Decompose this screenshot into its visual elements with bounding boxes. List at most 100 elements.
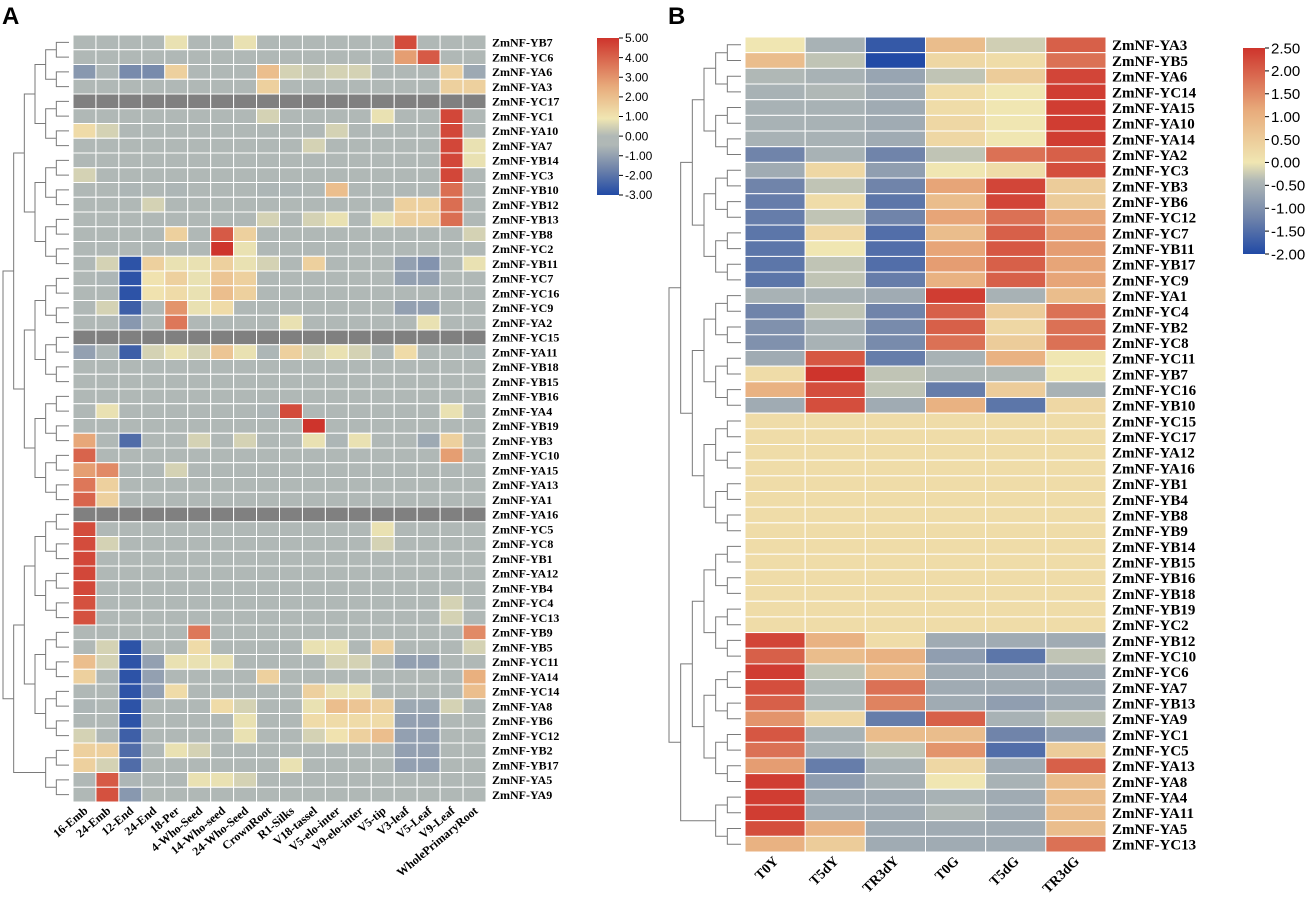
heatmap-cell [118, 270, 143, 287]
heatmap-cell [210, 329, 235, 346]
heatmap-cell [864, 130, 927, 148]
heatmap-cell [462, 359, 487, 375]
row-label: ZmNF-YC7 [1112, 226, 1189, 242]
heatmap-cell [347, 359, 372, 375]
heatmap-cell [118, 477, 143, 493]
heatmap-cell [1045, 83, 1107, 101]
heatmap-cell [439, 550, 464, 567]
row-label: ZmNF-YC14 [492, 685, 559, 699]
heatmap-cell [95, 285, 120, 301]
heatmap-cell [210, 757, 235, 773]
heatmap-cell [324, 388, 349, 405]
heatmap-cell [187, 93, 212, 110]
heatmap-cell [301, 359, 326, 375]
heatmap-cell [864, 114, 927, 132]
heatmap-cell [118, 329, 143, 346]
heatmap-cell [210, 772, 235, 788]
heatmap-cell [347, 683, 372, 700]
heatmap-cell [301, 34, 326, 51]
heatmap-cell [864, 365, 927, 383]
row-label: ZmNF-YC15 [492, 331, 559, 345]
heatmap-cell [744, 757, 806, 775]
heatmap-cell [370, 418, 395, 434]
heatmap-cell [72, 418, 97, 434]
heatmap-cell [1045, 130, 1107, 148]
dendrogram-branch [55, 130, 69, 147]
heatmap-cell [416, 300, 441, 316]
heatmap-cell [72, 550, 97, 567]
heatmap-cell [985, 600, 1047, 618]
heatmap-cell [72, 565, 97, 582]
heatmap-cell [804, 208, 866, 226]
heatmap-cell [301, 211, 326, 228]
heatmap-cell [925, 349, 987, 367]
heatmap-cell [370, 668, 395, 685]
heatmap-cell [744, 710, 806, 728]
heatmap-cell [72, 521, 97, 537]
heatmap-cell [233, 609, 258, 626]
dendrogram-branch [55, 336, 69, 353]
heatmap-cell [744, 600, 806, 618]
row-label: ZmNF-YA1 [492, 493, 552, 507]
heatmap-cell [864, 773, 927, 790]
heatmap-cell [864, 663, 927, 681]
heatmap-cell [462, 506, 487, 523]
heatmap-cell [301, 432, 326, 449]
heatmap-cell [744, 161, 806, 179]
heatmap-cell [95, 536, 120, 552]
heatmap-cell [985, 553, 1047, 571]
heatmap-cell [393, 78, 418, 95]
heatmap-cell [347, 196, 372, 213]
heatmap-cell [864, 318, 927, 336]
heatmap-cell [324, 727, 349, 744]
heatmap-cell [164, 595, 189, 611]
row-label: ZmNF-YA9 [1112, 712, 1187, 728]
heatmap-cell [985, 569, 1047, 587]
heatmap-cell [187, 403, 212, 419]
heatmap-cell [370, 359, 395, 375]
heatmap-cell [301, 137, 326, 154]
heatmap-cell [370, 580, 395, 596]
heatmap-cell [370, 432, 395, 449]
heatmap-cell [804, 36, 866, 54]
heatmap-cell [1045, 475, 1107, 493]
row-label: ZmNF-YC5 [492, 522, 553, 536]
heatmap-cell [210, 49, 235, 65]
heatmap-cell [164, 654, 189, 670]
heatmap-cell [416, 403, 441, 419]
heatmap-cell [324, 786, 349, 803]
dendrogram-branch [715, 804, 728, 837]
heatmap-cell [393, 211, 418, 228]
heatmap-cell [118, 182, 143, 198]
heatmap-cell [416, 624, 441, 641]
heatmap-cell [804, 130, 866, 148]
heatmap-cell [324, 93, 349, 110]
heatmap-cell [301, 152, 326, 169]
heatmap-cell [118, 521, 143, 537]
heatmap-cell [95, 772, 120, 788]
heatmap-cell [370, 521, 395, 537]
heatmap-cell [804, 757, 866, 775]
heatmap-cell [439, 152, 464, 169]
heatmap-cell [301, 491, 326, 508]
heatmap-cell [118, 654, 143, 670]
heatmap-cell [256, 432, 280, 449]
heatmap-cell [864, 459, 927, 477]
heatmap-cell [1045, 835, 1107, 853]
heatmap-cell [324, 624, 349, 641]
heatmap-cell [804, 726, 866, 743]
heatmap-cell [347, 226, 372, 242]
row-label: ZmNF-YB12 [1112, 634, 1195, 650]
heatmap-cell [925, 177, 987, 195]
heatmap-cell [210, 344, 235, 360]
heatmap-cell [210, 580, 235, 596]
heatmap-cell [233, 359, 258, 375]
heatmap-cell [324, 491, 349, 508]
heatmap-cell [301, 418, 326, 434]
heatmap-cell [95, 565, 120, 582]
heatmap-cell [439, 595, 464, 611]
row-label: ZmNF-YB8 [492, 227, 553, 241]
heatmap-cell [301, 167, 326, 183]
dendrogram-branch [726, 545, 741, 563]
heatmap-cell [301, 506, 326, 523]
